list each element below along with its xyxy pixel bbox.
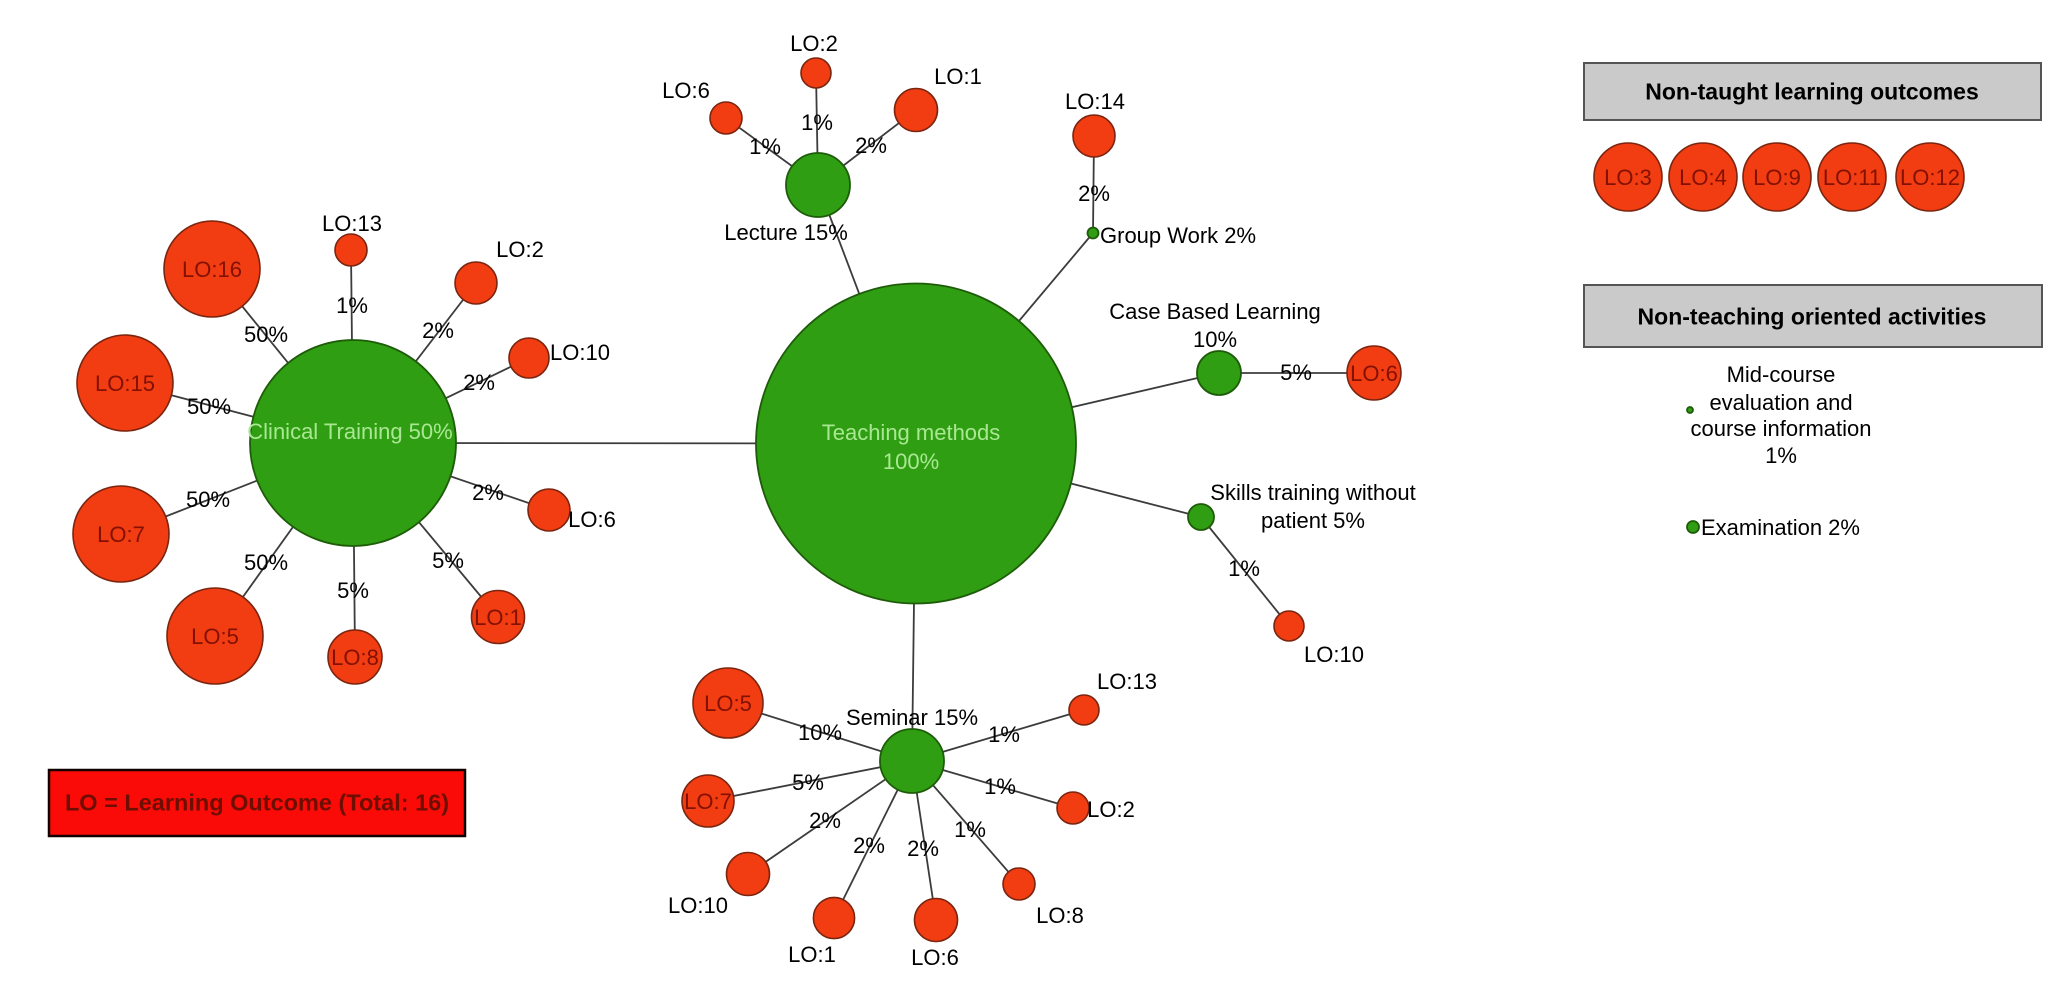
svg-text:course information: course information	[1691, 416, 1872, 441]
svg-text:1%: 1%	[749, 134, 781, 159]
svg-text:LO:8: LO:8	[1036, 903, 1084, 928]
svg-text:LO:8: LO:8	[331, 645, 379, 670]
svg-text:LO:1: LO:1	[474, 605, 522, 630]
svg-text:LO:1: LO:1	[788, 942, 836, 967]
svg-text:LO:6: LO:6	[1350, 361, 1398, 386]
svg-text:LO:1: LO:1	[934, 64, 982, 89]
svg-text:Non-teaching oriented activiti: Non-teaching oriented activities	[1638, 303, 1987, 329]
svg-text:LO:6: LO:6	[568, 507, 616, 532]
svg-text:2%: 2%	[809, 808, 841, 833]
svg-text:LO:14: LO:14	[1065, 89, 1125, 114]
svg-text:LO:6: LO:6	[662, 78, 710, 103]
svg-text:LO:4: LO:4	[1679, 165, 1727, 190]
svg-text:Mid-course: Mid-course	[1727, 362, 1836, 387]
svg-text:evaluation and: evaluation and	[1709, 390, 1852, 415]
svg-text:LO:2: LO:2	[790, 31, 838, 56]
svg-text:1%: 1%	[1228, 556, 1260, 581]
svg-text:Teaching methods: Teaching methods	[822, 420, 1001, 445]
svg-text:5%: 5%	[432, 548, 464, 573]
svg-text:2%: 2%	[1078, 181, 1110, 206]
svg-text:LO:5: LO:5	[191, 624, 239, 649]
svg-text:Non-taught learning outcomes: Non-taught learning outcomes	[1645, 78, 1979, 104]
svg-text:2%: 2%	[472, 480, 504, 505]
svg-text:LO:12: LO:12	[1900, 165, 1960, 190]
svg-text:LO:2: LO:2	[1087, 797, 1135, 822]
svg-text:100%: 100%	[883, 449, 939, 474]
svg-text:5%: 5%	[1280, 360, 1312, 385]
svg-text:10%: 10%	[1193, 327, 1237, 352]
svg-text:2%: 2%	[907, 836, 939, 861]
svg-text:LO:11: LO:11	[1823, 165, 1881, 190]
svg-text:Clinical Training 50%: Clinical Training 50%	[247, 419, 452, 444]
svg-text:1%: 1%	[988, 722, 1020, 747]
svg-text:50%: 50%	[244, 550, 288, 575]
svg-text:1%: 1%	[1765, 443, 1797, 468]
svg-text:LO:2: LO:2	[496, 237, 544, 262]
svg-text:1%: 1%	[954, 817, 986, 842]
svg-text:1%: 1%	[801, 110, 833, 135]
svg-text:LO:10: LO:10	[1304, 642, 1364, 667]
svg-text:2%: 2%	[855, 133, 887, 158]
svg-text:LO:7: LO:7	[684, 789, 732, 814]
svg-text:10%: 10%	[798, 720, 842, 745]
svg-text:patient 5%: patient 5%	[1261, 508, 1365, 533]
svg-text:Seminar 15%: Seminar 15%	[846, 705, 978, 730]
svg-text:LO:10: LO:10	[550, 340, 610, 365]
svg-text:LO:15: LO:15	[95, 371, 155, 396]
svg-text:LO:6: LO:6	[911, 945, 959, 970]
svg-text:5%: 5%	[792, 770, 824, 795]
svg-text:LO:13: LO:13	[322, 211, 382, 236]
svg-text:Examination 2%: Examination 2%	[1701, 515, 1860, 540]
svg-text:LO = Learning Outcome (Total:: LO = Learning Outcome (Total: 16)	[65, 789, 449, 815]
svg-text:1%: 1%	[336, 293, 368, 318]
svg-text:2%: 2%	[463, 370, 495, 395]
svg-text:Skills training without: Skills training without	[1210, 480, 1415, 505]
svg-text:LO:5: LO:5	[704, 691, 752, 716]
svg-text:2%: 2%	[853, 833, 885, 858]
svg-text:LO:7: LO:7	[97, 522, 145, 547]
svg-text:1%: 1%	[984, 774, 1016, 799]
svg-text:50%: 50%	[187, 394, 231, 419]
svg-text:Group Work 2%: Group Work 2%	[1100, 223, 1256, 248]
svg-text:50%: 50%	[186, 487, 230, 512]
svg-text:Case Based Learning: Case Based Learning	[1109, 299, 1321, 324]
svg-text:50%: 50%	[244, 322, 288, 347]
svg-text:LO:16: LO:16	[182, 257, 242, 282]
svg-text:LO:3: LO:3	[1604, 165, 1652, 190]
svg-text:LO:10: LO:10	[668, 893, 728, 918]
svg-text:2%: 2%	[422, 318, 454, 343]
svg-text:LO:13: LO:13	[1097, 669, 1157, 694]
svg-text:LO:9: LO:9	[1753, 165, 1801, 190]
svg-text:Lecture 15%: Lecture 15%	[724, 220, 848, 245]
svg-text:5%: 5%	[337, 578, 369, 603]
